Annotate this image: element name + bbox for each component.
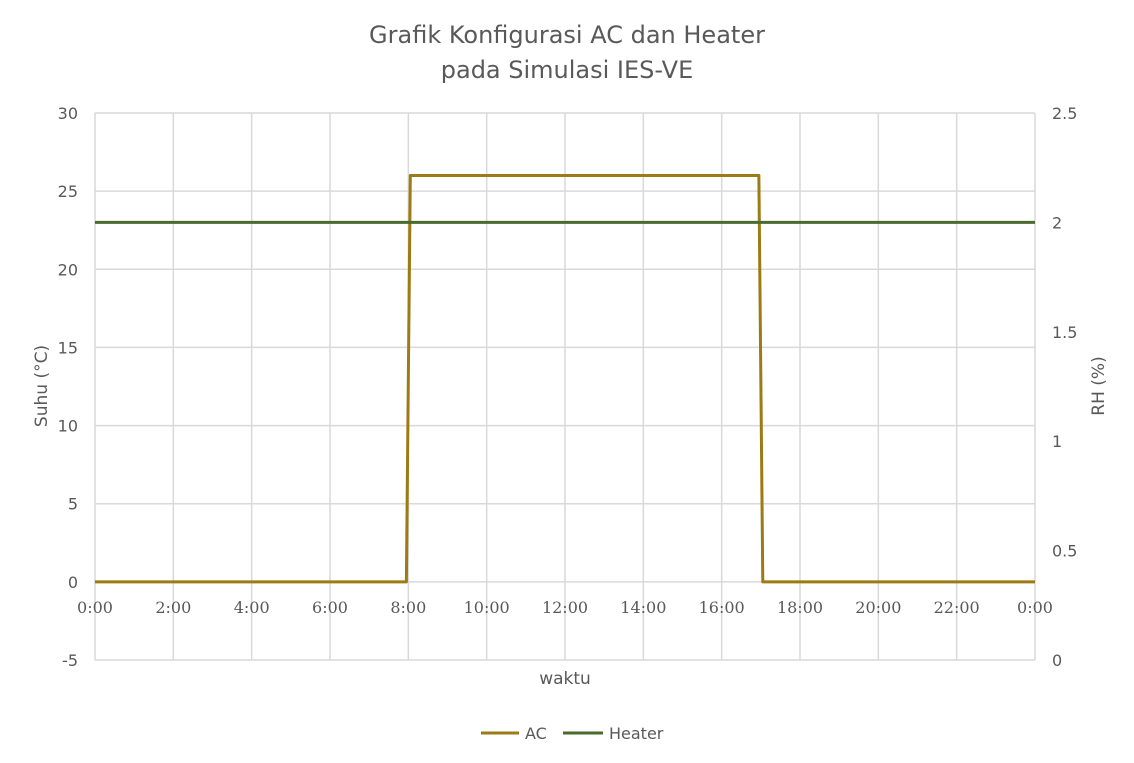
legend-label-ac: AC	[525, 724, 547, 743]
x-tick-label: 22:00	[934, 598, 980, 617]
x-tick-label: 14:00	[620, 598, 666, 617]
y-tick-label: 15	[58, 338, 78, 357]
series-layer	[95, 174, 1035, 584]
series-line-ac	[95, 174, 1035, 584]
chart-title-line-1: Grafik Konfigurasi AC dan Heater	[369, 21, 765, 49]
y-tick-label: 5	[68, 495, 78, 514]
x-tick-label: 18:00	[777, 598, 823, 617]
x-tick-label: 10:00	[464, 598, 510, 617]
x-tick-label: 16:00	[699, 598, 745, 617]
x-tick-label: 2:00	[155, 598, 191, 617]
x-tick-label: 0:00	[1017, 598, 1053, 617]
grid-layer	[94, 112, 1036, 661]
x-tick-label: 6:00	[312, 598, 348, 617]
legend-label-heater: Heater	[609, 724, 664, 743]
y-tick-label: 0	[68, 573, 78, 592]
x-tick-label: 20:00	[855, 598, 901, 617]
y2-axis-label: RH (%)	[1089, 356, 1109, 415]
x-tick-labels: 0:00 2:00 4:00 6:00 8:00 10:00 12:00 14:00 16:00…	[77, 598, 1053, 617]
x-axis-label: waktu	[539, 669, 591, 689]
y-tick-label: -5	[62, 651, 78, 670]
y2-tick-label: 2	[1052, 213, 1062, 232]
y2-tick-labels: 0 0.5 1 1.5 2 2.5	[1052, 104, 1077, 670]
legend: AC Heater	[481, 724, 664, 743]
y-tick-label: 30	[58, 104, 78, 123]
y2-tick-label: 1.5	[1052, 323, 1077, 342]
y2-tick-label: 0	[1052, 651, 1062, 670]
y-tick-label: 20	[58, 260, 78, 279]
x-tick-label: 12:00	[542, 598, 588, 617]
chart-title-line-2: pada Simulasi IES-VE	[441, 56, 694, 84]
y-tick-label: 25	[58, 182, 78, 201]
x-tick-label: 0:00	[77, 598, 113, 617]
y2-tick-label: 2.5	[1052, 104, 1077, 123]
y2-tick-label: 1	[1052, 432, 1062, 451]
y-axis-label: Suhu (°C)	[32, 345, 52, 427]
y-tick-label: 10	[58, 417, 78, 436]
y2-tick-label: 0.5	[1052, 542, 1077, 561]
x-tick-label: 8:00	[390, 598, 426, 617]
x-tick-label: 4:00	[234, 598, 270, 617]
y-tick-labels: -5 0 5 10 15 20 25 30	[58, 104, 78, 670]
